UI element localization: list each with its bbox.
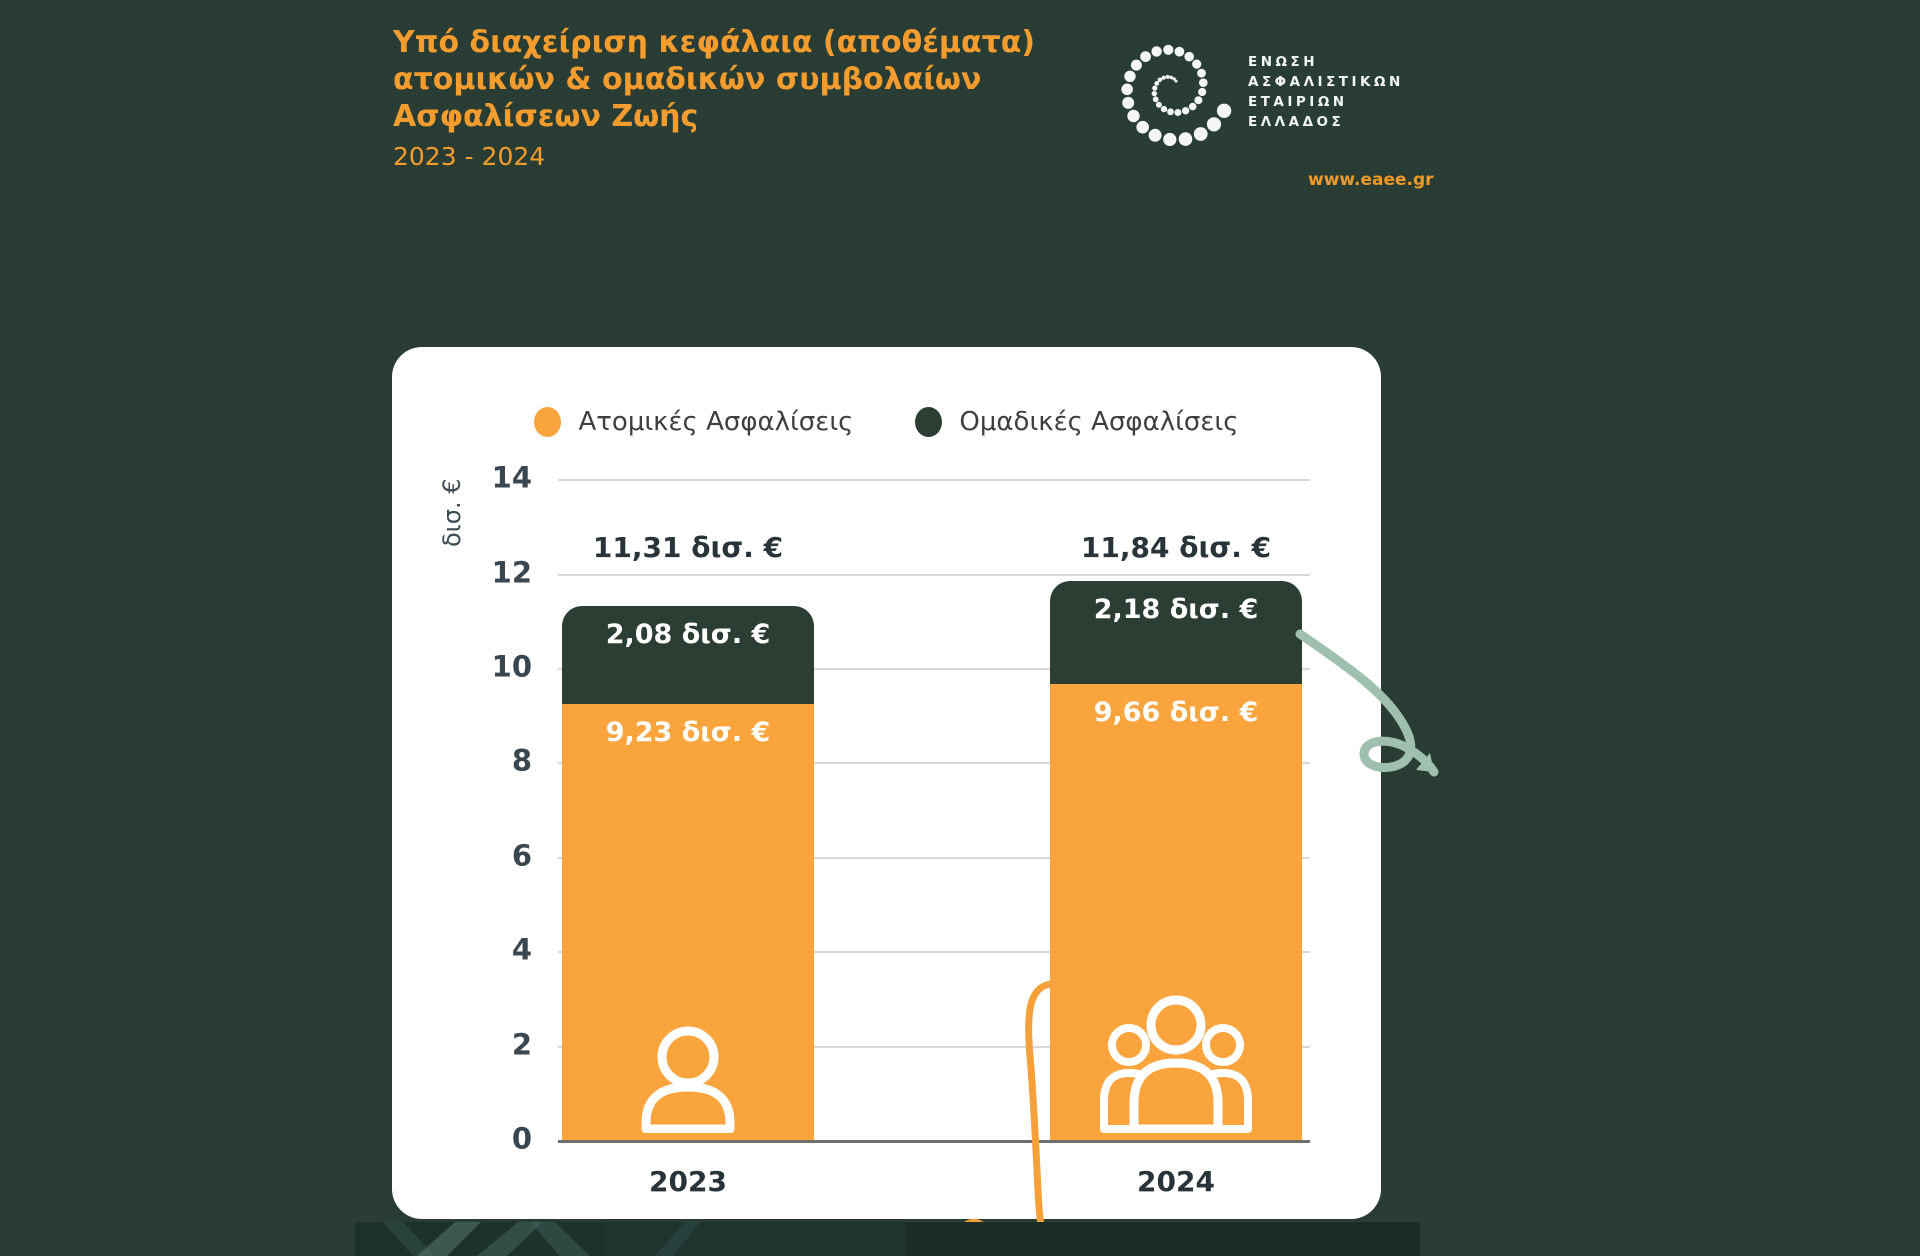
spiral-dot [1188,102,1197,111]
spiral-dot [1152,85,1158,91]
y-tick-10: 10 [491,649,532,684]
spiral-dot [1136,120,1149,134]
spiral-dot [1161,75,1166,80]
segment-group-2024: 2,18 δισ. € [1050,581,1302,685]
spiral-dot [1174,109,1182,116]
legend-label: Ομαδικές Ασφαλίσεις [959,407,1239,437]
title-line-1: Υπό διαχείριση κεφάλαια (αποθέματα) [393,25,1036,60]
y-tick-2: 2 [511,1027,532,1062]
spiral-dot [1165,74,1170,79]
logo-line-2: ΑΣΦΑΛΙΣΤΙΚΩΝ [1248,74,1404,90]
spiral-dot [1194,96,1203,105]
gridline-6 [558,856,1310,859]
spiral-dot [1174,46,1185,57]
total-label-2023: 11,31 δισ. € [592,531,784,564]
spiral-dot [1121,83,1133,96]
legend-dot-icon [915,407,943,437]
spiral-dot [1155,101,1162,108]
y-tick-8: 8 [511,744,532,779]
spiral-dot [1151,46,1162,57]
segment-label-individual-2023: 9,23 δισ. € [605,717,771,749]
segment-label-individual-2024: 9,66 δισ. € [1093,697,1259,729]
eaee-logo-text: ΕΝΩΣΗ ΑΣΦΑΛΙΣΤΙΚΩΝ ΕΤΑΙΡΙΩΝ ΕΛΛΑΔΟΣ [1248,52,1404,132]
spiral-dot [1169,75,1173,80]
spiral-dot [1127,109,1140,123]
gridline-8 [558,762,1310,765]
category-label-2023: 2023 [649,1165,727,1198]
group-people-icon [1100,995,1252,1133]
teal-swirl-arrow-icon [1295,629,1439,777]
legend-item-group: Ομαδικές Ασφαλίσεις [915,407,1239,437]
logo-line-4: ΕΛΛΑΔΟΣ [1248,114,1345,130]
chart-legend: Ατομικές Ασφαλίσεις Ομαδικές Ασφαλίσεις [392,407,1381,437]
spiral-dot [1154,81,1160,86]
spiral-dot [1124,70,1136,82]
stacked-bar-2024: 2,18 δισ. € 9,66 δισ. € [1050,581,1302,1140]
gridline-4 [558,951,1310,954]
total-label-2024: 11,84 δισ. € [1080,531,1272,564]
gridline-10 [558,668,1310,670]
spiral-dot [1167,108,1174,116]
spiral-dot [1216,103,1232,119]
title-line-3: Ασφαλίσεων Ζωής [393,99,699,134]
orange-decorative-line [946,980,1054,1256]
website-link[interactable]: www.eaee.gr [1308,170,1434,190]
spiral-dot [1140,51,1151,62]
spiral-dot [1206,117,1222,132]
spiral-dot [1197,68,1206,78]
logo-line-3: ΕΤΑΙΡΙΩΝ [1248,94,1348,110]
gridline-2 [558,1045,1310,1048]
spiral-dot [1151,90,1157,97]
spiral-dot [1184,51,1194,62]
spiral-dot [1157,77,1163,83]
dotted-spiral-logo-icon [1121,44,1232,146]
y-tick-4: 4 [511,932,532,967]
y-axis-title: δισ. € [438,478,466,547]
y-tick-14: 14 [491,460,532,495]
spiral-dot [1148,128,1162,142]
spiral-dot [1199,78,1208,87]
x-axis-line [558,1140,1310,1143]
foliage-photo [355,1222,1420,1256]
legend-item-individual: Ατομικές Ασφαλίσεις [534,407,853,437]
y-tick-6: 6 [511,838,532,873]
spiral-dot [1160,105,1168,113]
y-tick-12: 12 [491,555,532,590]
segment-individual-2023: 9,23 δισ. € [562,704,814,1140]
gridline-14 [558,479,1310,482]
category-label-2024: 2024 [1137,1165,1215,1198]
chart-card: Ατομικές Ασφαλίσεις Ομαδικές Ασφαλίσεις 0… [392,347,1381,1219]
legend-label: Ατομικές Ασφαλίσεις [578,407,854,437]
page-title: Υπό διαχείριση κεφάλαια (αποθέματα) ατομ… [393,24,1035,171]
segment-label-group-2024: 2,18 δισ. € [1093,594,1259,626]
bottom-photo-strip [355,1222,1420,1256]
spiral-dot [1163,132,1177,146]
spiral-dot [1181,107,1190,115]
segment-label-group-2023: 2,08 δισ. € [605,619,771,651]
spiral-dot [1130,59,1142,71]
title-years: 2023 - 2024 [393,142,546,171]
title-line-2: ατομικών & ομαδικών συμβολαίων [393,62,982,97]
stacked-bar-2023: 2,08 δισ. € 9,23 δισ. € [562,606,814,1140]
spiral-dot [1163,44,1174,55]
segment-group-2023: 2,08 δισ. € [562,606,814,705]
spiral-dot [1198,87,1207,97]
spiral-dot [1192,59,1202,69]
spiral-dot [1152,96,1159,103]
spiral-dot [1178,132,1193,146]
y-tick-0: 0 [511,1121,532,1156]
bar-chart: 0 2 4 6 8 10 12 14 2,08 δισ. € 9,23 δισ. € 11,31 δ… [392,347,1381,1219]
legend-dot-icon [534,407,562,437]
spiral-dot [1122,96,1135,109]
spiral-dot [1174,79,1178,83]
spiral-dot [1172,77,1176,81]
spiral-dot [1193,127,1208,141]
logo-line-1: ΕΝΩΣΗ [1248,54,1319,70]
gridline-12 [558,573,1310,576]
single-person-icon [641,1026,735,1133]
